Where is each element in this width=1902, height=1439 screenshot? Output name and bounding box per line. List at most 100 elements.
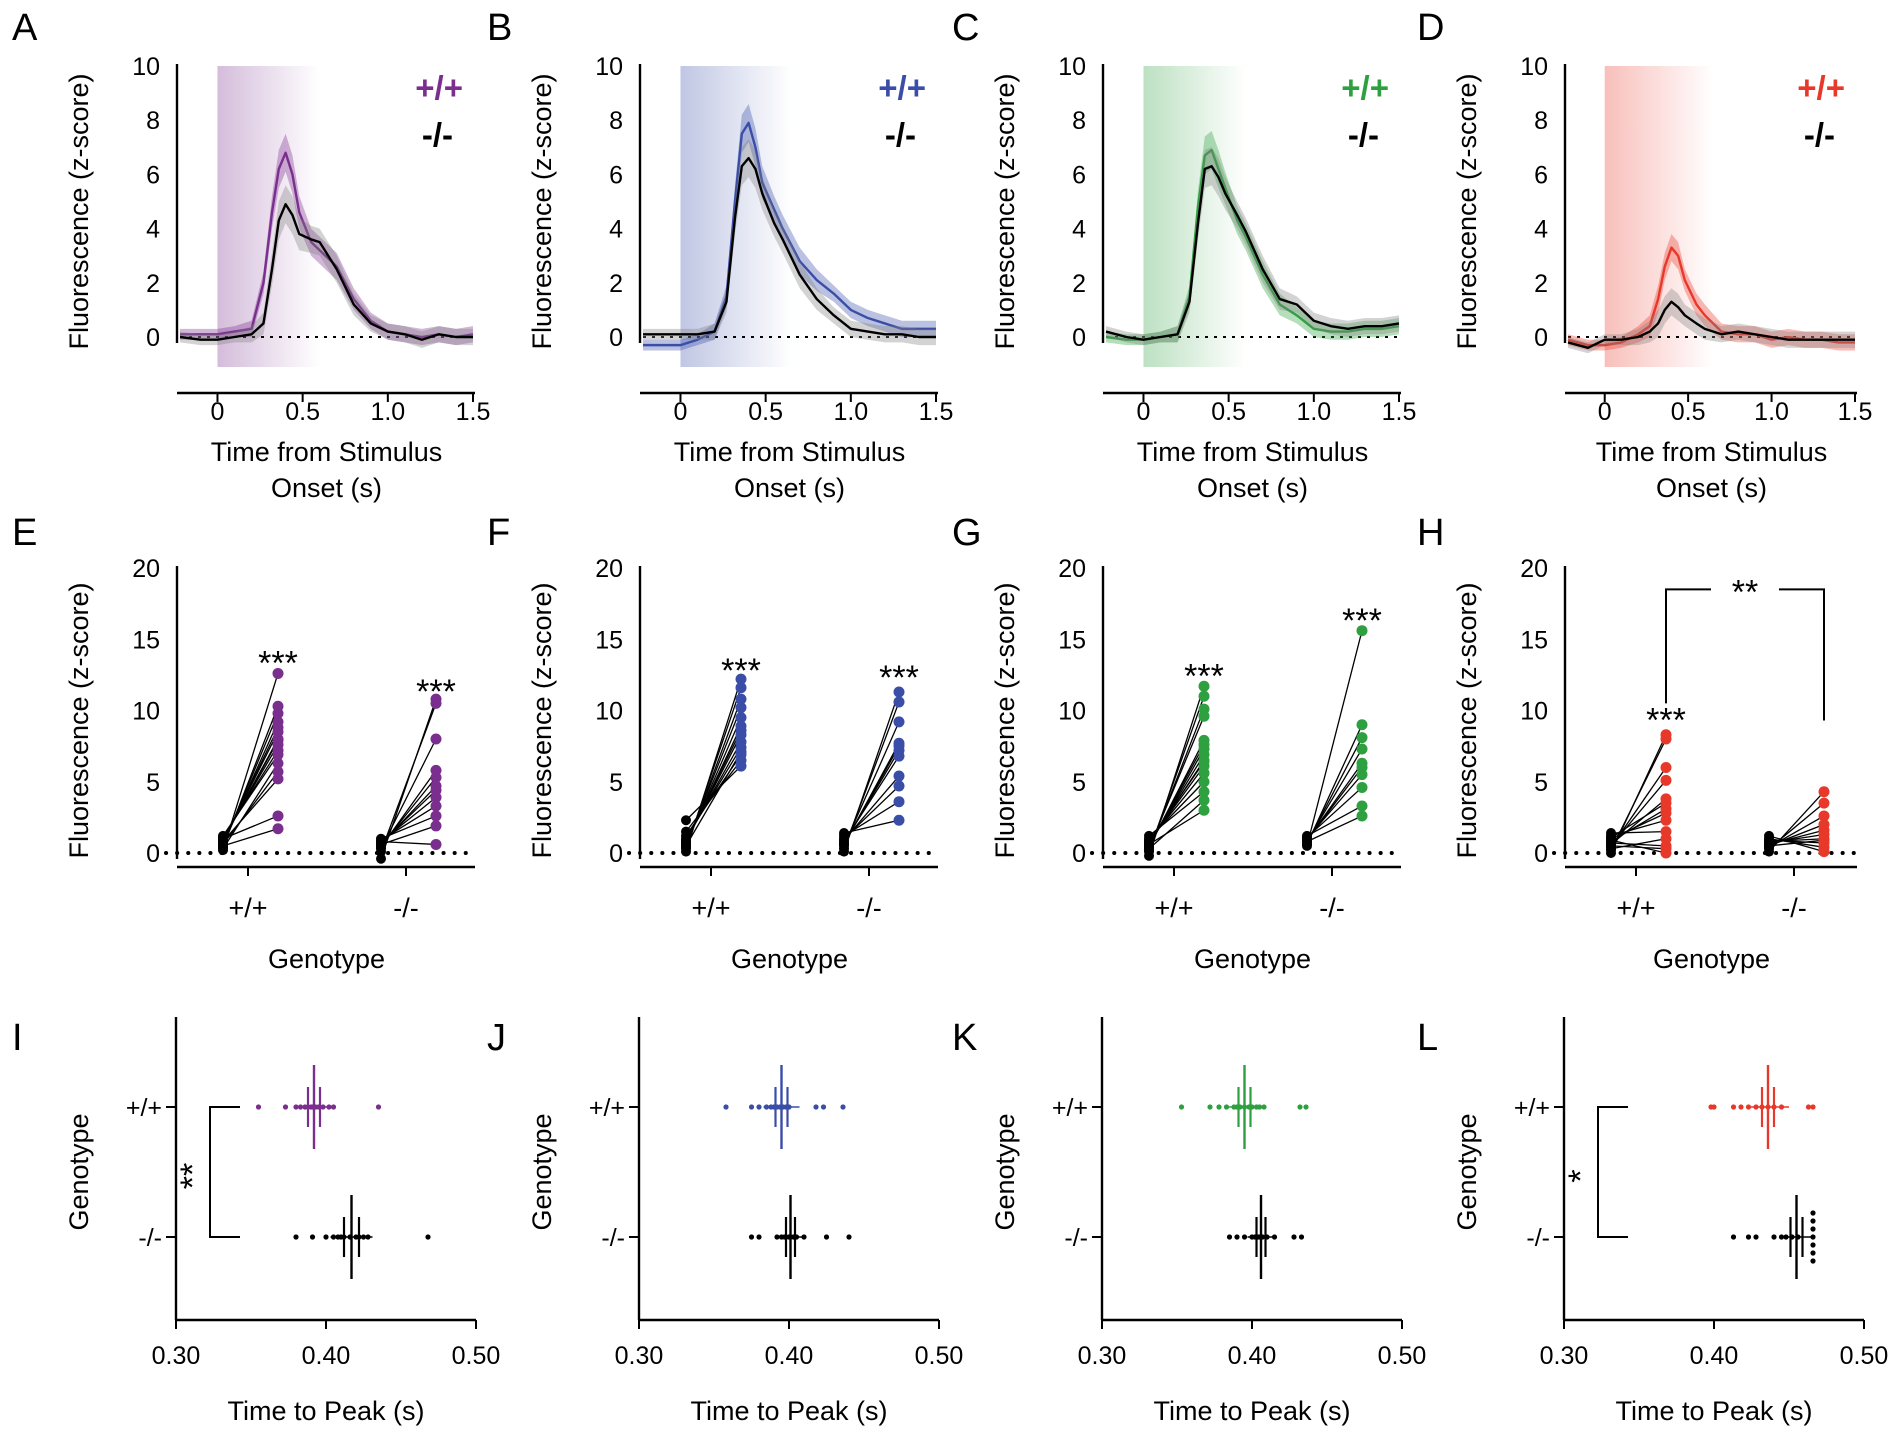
- x-axis-label: Onset (s): [1656, 473, 1767, 503]
- panel-I: I +/+ -/- ** 0.30 0.40 0.50 Time to Peak (s) Gen…: [12, 1017, 500, 1426]
- y-tick-label: 20: [1058, 555, 1086, 583]
- y-axis-label: Fluorescence (z-score): [527, 582, 557, 858]
- data-point: [748, 1234, 755, 1240]
- significance-label: ***: [1342, 602, 1382, 640]
- pair-line: [222, 740, 279, 841]
- pair-line: [222, 673, 279, 851]
- panel-label: H: [1417, 512, 1444, 554]
- y-tick-label: 4: [1072, 216, 1086, 244]
- significance-label: **: [1732, 573, 1758, 611]
- x-axis-label: Onset (s): [271, 473, 382, 503]
- post-point: [272, 823, 284, 835]
- y-tick-label: -/-: [138, 1224, 162, 1252]
- pair-line: [222, 771, 279, 845]
- pair-line: [1306, 805, 1363, 837]
- error-band-wt: [1106, 131, 1399, 346]
- y-tick-label: 6: [609, 161, 623, 189]
- pair-line: [1610, 798, 1667, 845]
- y-tick-label: 10: [595, 53, 623, 81]
- data-point: [1745, 1234, 1752, 1240]
- y-axis-label: Fluorescence (z-score): [1452, 582, 1482, 858]
- significance-label: ***: [258, 645, 298, 683]
- y-axis-label: Fluorescence (z-score): [527, 73, 557, 349]
- x-tick-label: 0.5: [285, 398, 320, 426]
- post-point: [1660, 762, 1672, 773]
- significance-bracket: [1665, 588, 1711, 704]
- post-point: [1198, 756, 1210, 768]
- pair-line: [222, 754, 279, 837]
- pair-line: [1768, 835, 1825, 853]
- post-point: [1356, 719, 1368, 731]
- pair-line: [1610, 830, 1667, 834]
- error-band-wt: [643, 103, 936, 351]
- pair-line: [380, 703, 437, 852]
- data-point: [1810, 1242, 1816, 1248]
- panel-H: H+/+ -/-*****05101520GenotypeFluorescence…: [1417, 512, 1859, 974]
- post-point: [1198, 804, 1210, 816]
- panel-label: B: [487, 7, 512, 49]
- data-point: [282, 1104, 289, 1110]
- x-tick-label: +/+: [1154, 893, 1193, 923]
- significance-bracket: [1779, 588, 1825, 721]
- x-tick-label: 0.40: [1690, 1342, 1739, 1370]
- x-tick-label: 1.0: [1754, 398, 1789, 426]
- x-tick-label: 0.30: [152, 1342, 201, 1370]
- pre-point: [839, 828, 849, 839]
- post-point: [272, 734, 284, 746]
- x-tick-label: 0: [1598, 398, 1612, 426]
- x-tick-label: 0.30: [1540, 1342, 1589, 1370]
- pair-line: [1306, 748, 1363, 842]
- x-tick-label: 0.50: [915, 1342, 964, 1370]
- data-point: [330, 1104, 337, 1110]
- post-point: [430, 697, 442, 709]
- series-line-ko: [643, 156, 936, 339]
- pair-line: [380, 738, 437, 850]
- x-axis-label: Genotype: [1653, 944, 1770, 974]
- pair-line: [1306, 630, 1363, 847]
- post-point: [1356, 810, 1368, 822]
- x-tick-label: 0.30: [615, 1342, 664, 1370]
- y-tick-label: 0: [1072, 324, 1086, 352]
- post-point: [1198, 710, 1210, 722]
- pair-line: [1306, 767, 1363, 841]
- data-point: [846, 1234, 852, 1240]
- post-point: [1660, 843, 1672, 855]
- pair-line: [843, 721, 900, 847]
- y-tick-label: 4: [609, 216, 623, 244]
- legend-ko: -/-: [1804, 116, 1835, 153]
- x-tick-label: 1.0: [833, 398, 868, 426]
- y-tick-label: 5: [609, 769, 623, 797]
- x-tick-label: 0.40: [1228, 1342, 1277, 1370]
- post-point: [430, 810, 442, 822]
- panel-B: B 0 2 4 6 8 10 0 0.5 1.0 1.5 Time from Stimulus Onse…: [487, 7, 953, 503]
- pair-line: [685, 751, 742, 847]
- pair-line: [1610, 802, 1667, 838]
- y-tick-label: 2: [1534, 270, 1548, 298]
- post-point: [893, 696, 905, 708]
- post-point: [893, 686, 905, 698]
- data-point: [1810, 1210, 1816, 1216]
- data-point: [1207, 1104, 1213, 1110]
- panel-A: A 0 2 4 6 8 10 0 0.5 1.0 1.5 Time from Stimulus Onse…: [12, 7, 490, 503]
- panel-label: J: [487, 1017, 506, 1059]
- data-point: [1298, 1234, 1305, 1240]
- y-tick-label: 20: [595, 555, 623, 583]
- data-point: [1216, 1104, 1222, 1110]
- post-point: [735, 702, 747, 714]
- pair-line: [380, 840, 437, 846]
- pre-point: [1764, 830, 1774, 841]
- y-tick-label: 10: [595, 698, 623, 726]
- data-point: [1730, 1234, 1737, 1240]
- post-point: [1660, 814, 1672, 826]
- pre-point: [681, 836, 691, 847]
- y-tick-label: 0: [609, 840, 623, 868]
- pre-point: [376, 836, 386, 847]
- pre-point: [1764, 840, 1774, 851]
- x-axis-label: Onset (s): [734, 473, 845, 503]
- y-axis-label: Genotype: [527, 1113, 557, 1230]
- x-tick-label: 0.40: [302, 1342, 351, 1370]
- post-point: [1818, 786, 1830, 798]
- data-point: [1291, 1234, 1297, 1240]
- y-tick-label: -/-: [601, 1224, 625, 1252]
- x-axis-label: Time from Stimulus: [1137, 437, 1369, 467]
